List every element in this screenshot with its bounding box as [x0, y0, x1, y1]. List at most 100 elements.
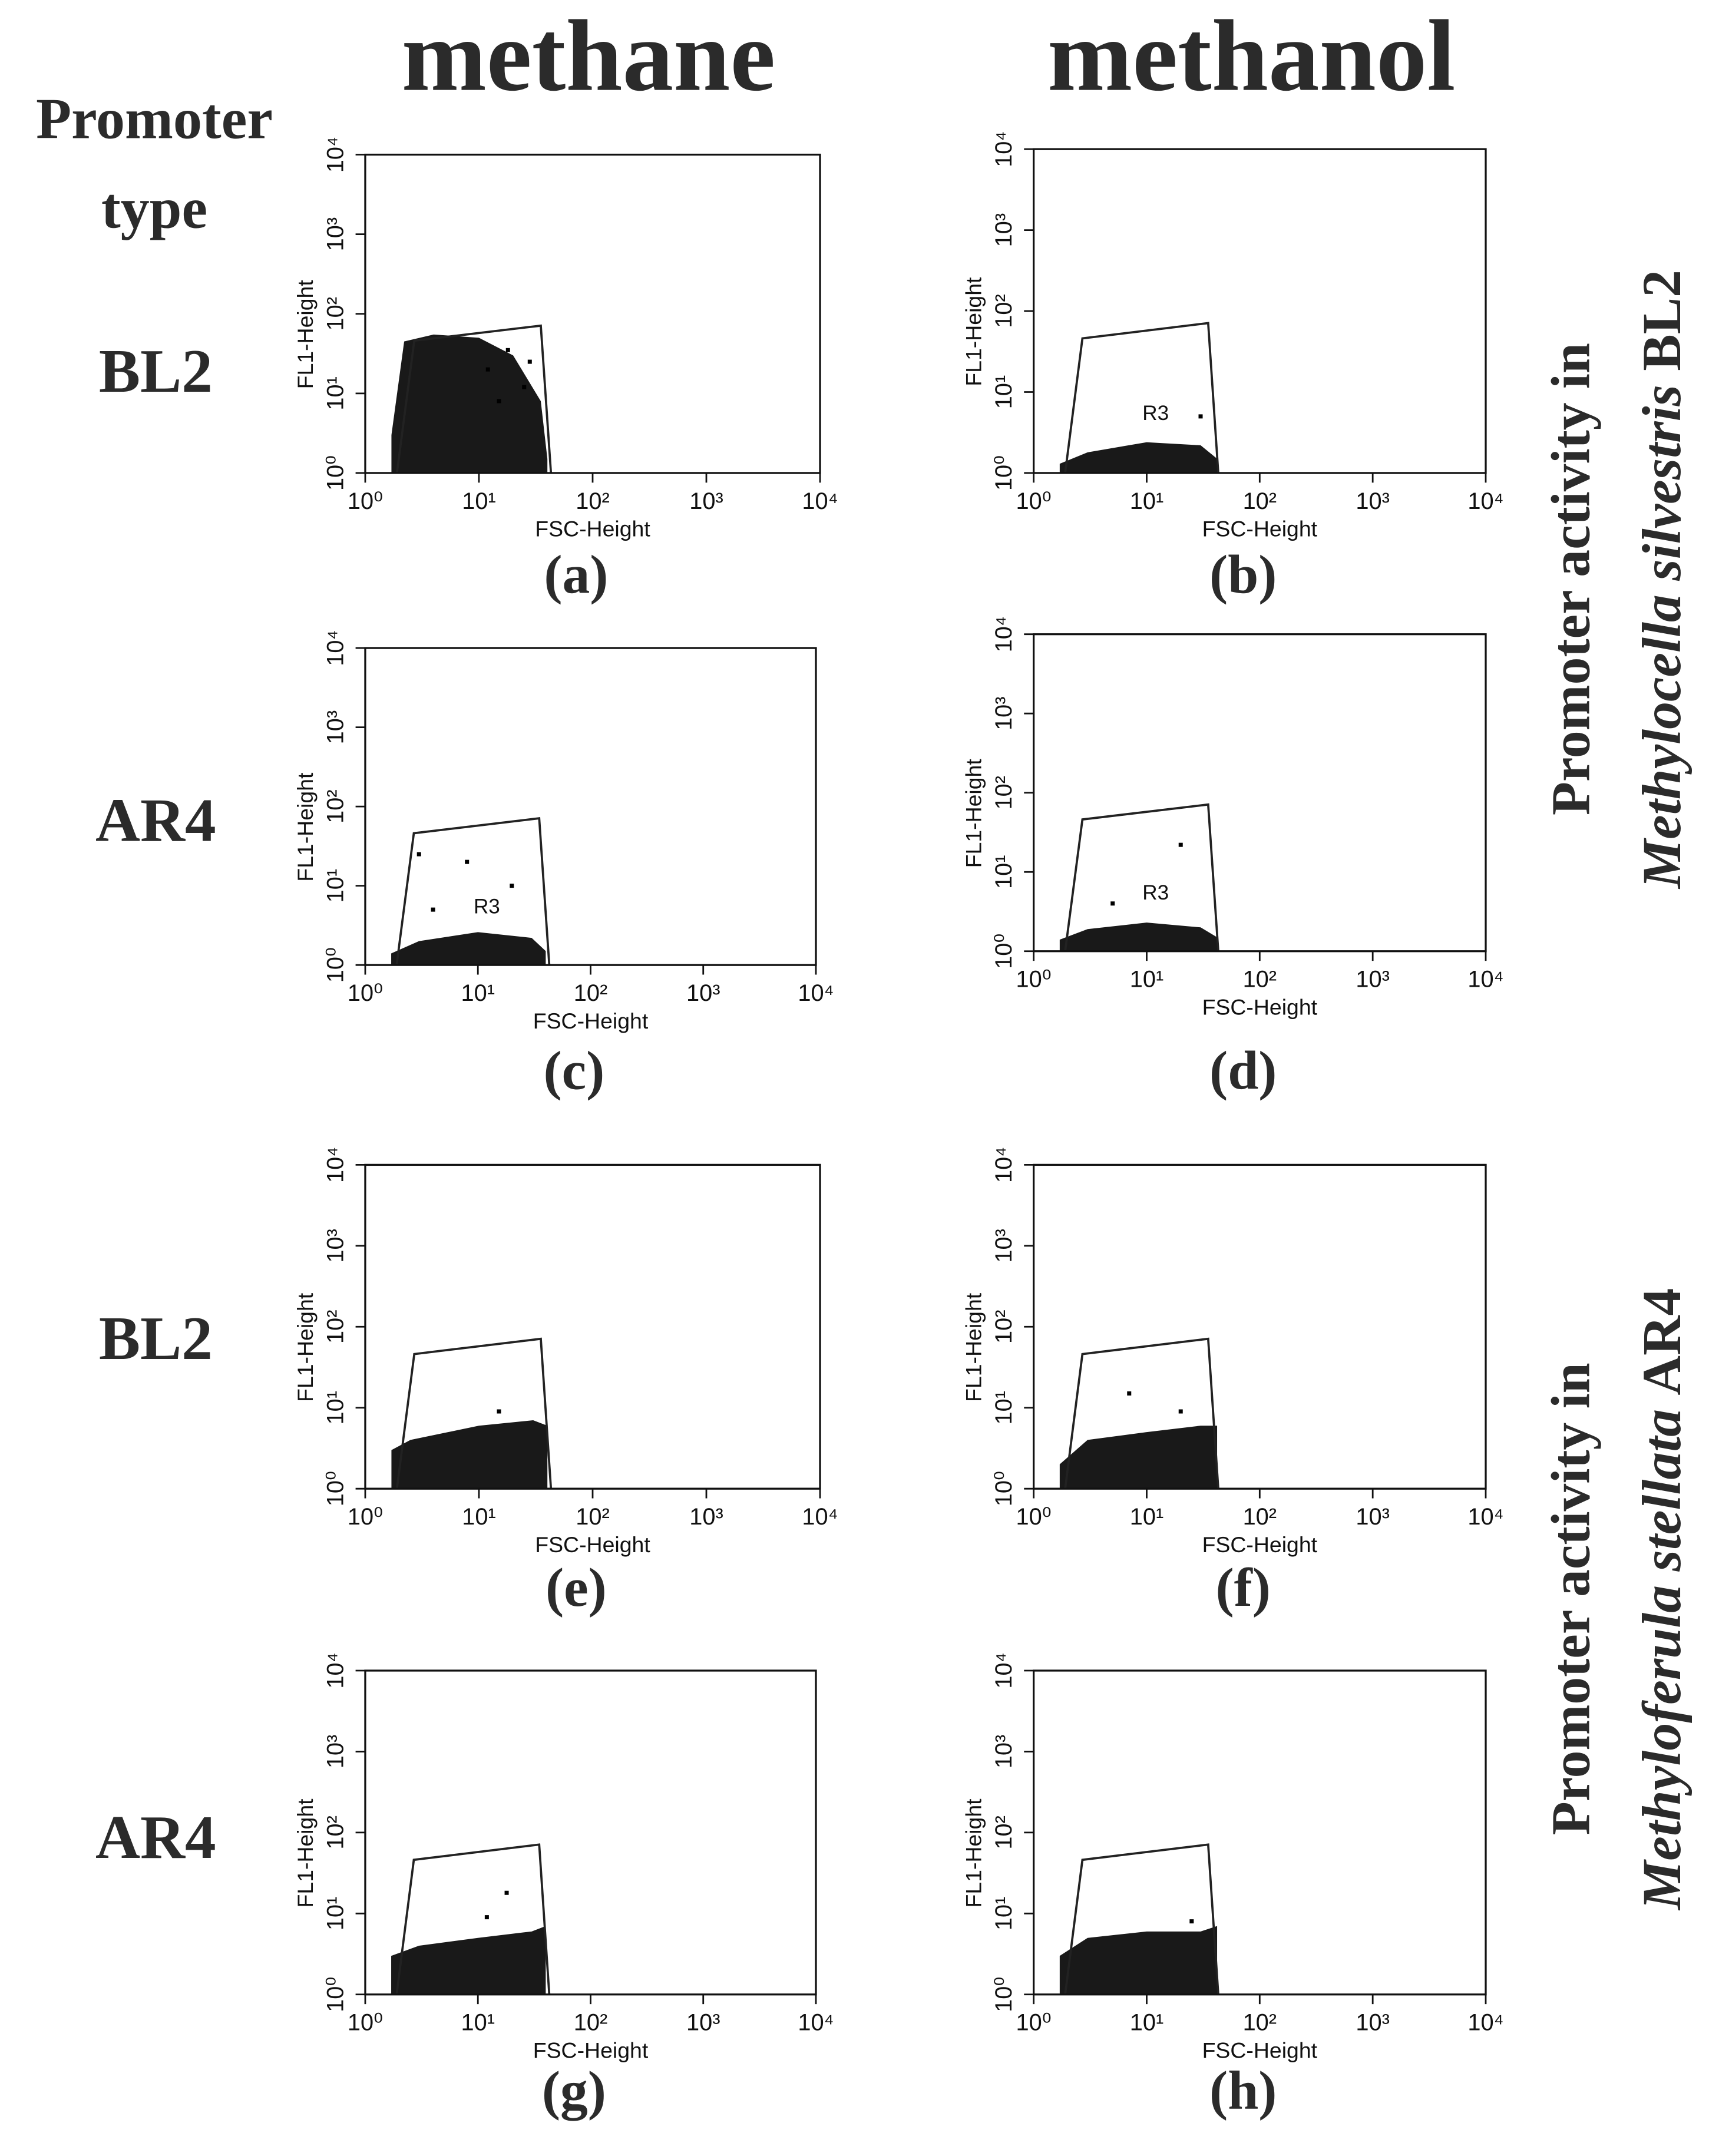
y-tick-label: 10⁰: [991, 1977, 1017, 2012]
panel-label: (h): [1209, 2061, 1277, 2121]
y-tick-label: 10³: [991, 1229, 1017, 1262]
gate: [395, 1843, 551, 1995]
y-tick-label: 10²: [991, 776, 1017, 809]
y-axis-label: FL1-Height: [961, 1292, 986, 1402]
y-tick-label: 10¹: [991, 375, 1017, 409]
x-tick-label: 10⁰: [1016, 488, 1052, 514]
y-tick-label: 10⁰: [323, 455, 349, 491]
cell-cloud: [391, 932, 546, 965]
x-axis-label: FSC-Height: [1202, 2038, 1318, 2062]
species: Methyloferula stellata: [1632, 1409, 1693, 1911]
x-tick-label: 10⁴: [798, 2010, 834, 2036]
y-tick-label: 10²: [323, 1310, 349, 1344]
side-label-line: Promoter activity in: [1541, 1363, 1601, 1835]
panel-label: (f): [1215, 1558, 1271, 1618]
gate: [395, 324, 553, 474]
event-point: [522, 385, 527, 389]
region-label: R3: [474, 895, 500, 918]
x-tick-label: 10⁴: [1467, 967, 1503, 993]
plot-frame: [1032, 148, 1487, 474]
strain: BL2: [1632, 270, 1693, 371]
y-tick-label: 10⁴: [323, 1147, 349, 1183]
side-label-line: Methyloferula stellata AR4: [1632, 1288, 1693, 1911]
y-tick-label: 10²: [323, 1816, 349, 1849]
panel-label: (b): [1209, 544, 1277, 605]
y-tick-label: 10³: [323, 217, 349, 251]
cell-cloud: [391, 1926, 546, 1995]
event-point: [504, 1890, 509, 1895]
x-tick-label: 10¹: [1130, 967, 1163, 993]
y-axis-label: FL1-Height: [293, 1798, 318, 1908]
x-tick-label: 10⁴: [1467, 1504, 1503, 1530]
x-axis-label: FSC-Height: [533, 1008, 649, 1033]
x-tick-label: 10⁴: [802, 1504, 838, 1530]
event-point: [1127, 1391, 1132, 1396]
y-tick-label: 10⁴: [991, 1147, 1017, 1183]
x-tick-label: 10¹: [1130, 1504, 1163, 1530]
panel-label: (a): [544, 544, 608, 605]
y-axis-label: FL1-Height: [961, 1798, 986, 1908]
y-tick-label: 10¹: [323, 1897, 349, 1930]
y-tick-label: 10⁰: [323, 1471, 349, 1506]
panel: R3 10⁰ 10¹ 10² 10³ 10⁴ 10⁰ 10¹ 10² 10³ 10⁴ FSC-Heig…: [961, 616, 1504, 1102]
region-label: R3: [1142, 881, 1169, 904]
event-point: [497, 1409, 501, 1414]
x-tick-label: 10³: [1356, 488, 1389, 514]
x-tick-label: 10⁰: [348, 1504, 383, 1530]
y-tick-label: 10⁴: [323, 1652, 349, 1688]
y-tick-label: 10²: [991, 1816, 1017, 1849]
species: Methylocella silvestris: [1632, 385, 1693, 889]
row-label: BL2: [99, 336, 213, 405]
y-tick-label: 10³: [323, 1735, 349, 1768]
side-label: Promoter activity in Methylocella silves…: [1541, 270, 1692, 889]
gate: [395, 1337, 553, 1489]
x-axis-label: FSC-Height: [1202, 517, 1318, 541]
panel: R3 10⁰ 10¹ 10² 10³ 10⁴ 10⁰ 10¹ 10² 10³ 10⁴ FSC-Heig…: [293, 630, 834, 1101]
x-tick-label: 10¹: [462, 488, 495, 514]
x-tick-label: 10⁴: [802, 488, 838, 514]
y-tick-label: 10²: [991, 1310, 1017, 1344]
x-tick-label: 10⁰: [1016, 967, 1052, 993]
x-tick-label: 10¹: [1130, 2010, 1163, 2036]
x-tick-label: 10²: [1243, 2010, 1277, 2036]
x-tick-label: 10⁴: [1467, 2010, 1503, 2036]
gate: [395, 817, 551, 965]
x-tick-label: 10²: [574, 2010, 607, 2036]
x-tick-label: 10³: [1356, 2010, 1389, 2036]
column-header: methane: [402, 0, 776, 113]
x-tick-label: 10²: [1243, 967, 1277, 993]
y-axis-label: FL1-Height: [961, 277, 986, 386]
event-point: [431, 907, 435, 912]
y-tick-label: 10⁰: [991, 1471, 1017, 1506]
y-axis-label: FL1-Height: [961, 759, 986, 868]
x-axis-label: FSC-Height: [535, 517, 650, 541]
y-tick-label: 10⁴: [323, 137, 349, 173]
x-tick-label: 10⁰: [348, 488, 383, 514]
side-label-line: Methylocella silvestris BL2: [1632, 270, 1693, 889]
y-tick-label: 10⁰: [991, 455, 1017, 491]
x-tick-label: 10³: [686, 2010, 720, 2036]
x-axis-label: FSC-Height: [1202, 994, 1318, 1019]
region-label: R3: [1142, 402, 1169, 425]
cell-cloud: [391, 334, 548, 473]
cell-cloud: [1059, 1426, 1218, 1489]
x-tick-label: 10⁰: [1016, 1504, 1052, 1530]
panel: R3 10⁰ 10¹ 10² 10³ 10⁴ 10⁰ 10¹ 10² 10³ 10⁴ FSC-Heig…: [961, 131, 1504, 606]
y-tick-label: 10³: [323, 710, 349, 744]
event-point: [1189, 1919, 1194, 1924]
side-label: Promoter activity in Methyloferula stell…: [1541, 1288, 1692, 1911]
cell-cloud: [1059, 442, 1218, 473]
event-point: [1198, 414, 1203, 419]
gate: [1064, 1843, 1219, 1995]
y-tick-label: 10⁴: [991, 131, 1017, 167]
gate: [1064, 803, 1219, 952]
y-tick-label: 10²: [323, 789, 349, 823]
panel: 10⁰ 10¹ 10² 10³ 10⁴ 10⁰ 10¹ 10² 10³ 10⁴ FSC-Height…: [293, 1147, 838, 1618]
x-tick-label: 10⁰: [348, 2010, 383, 2036]
event-point: [485, 367, 490, 372]
event-point: [1110, 901, 1115, 906]
panel-label: (e): [546, 1558, 607, 1618]
panel: 10⁰ 10¹ 10² 10³ 10⁴ 10⁰ 10¹ 10² 10³ 10⁴ FSC-Height…: [293, 1652, 834, 2121]
y-tick-label: 10⁰: [323, 1977, 349, 2012]
